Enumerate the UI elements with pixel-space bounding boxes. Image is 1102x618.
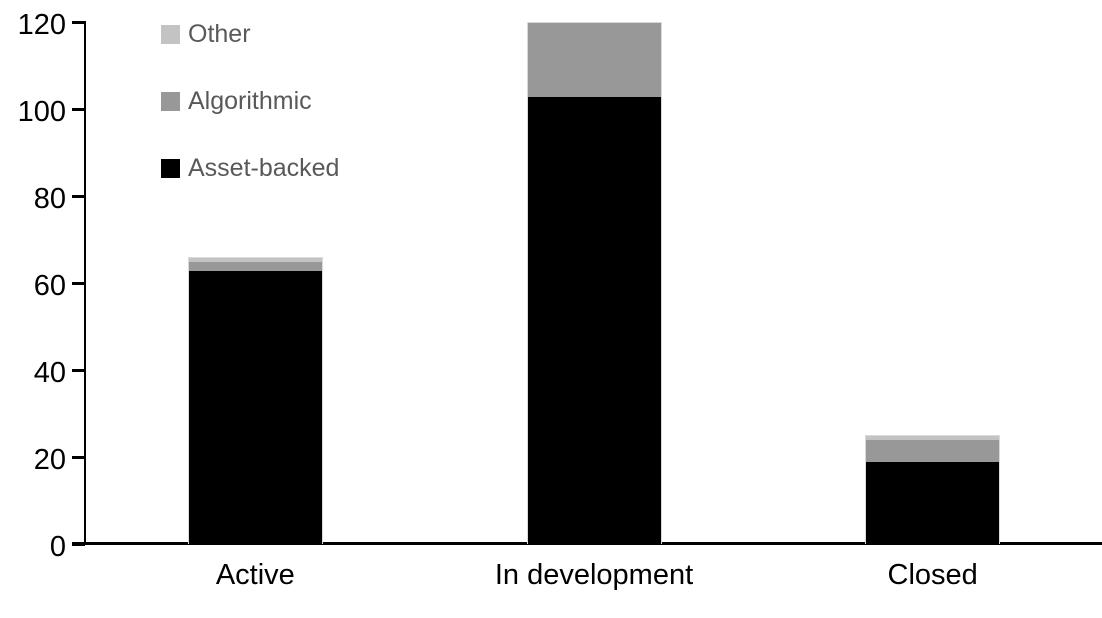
y-tick-80 xyxy=(72,194,85,198)
y-axis-line xyxy=(84,21,86,544)
bar-segment-closed-algorithmic xyxy=(866,440,1000,462)
bar-segment-active-asset-backed xyxy=(188,270,322,544)
legend-swatch-asset-backed xyxy=(161,159,180,178)
y-tick-label-100: 100 xyxy=(17,96,66,128)
y-tick-label-120: 120 xyxy=(17,9,66,41)
legend-label-algorithmic: Algorithmic xyxy=(188,87,312,115)
bar-segment-in-development-algorithmic xyxy=(527,23,661,97)
legend-label-other: Other xyxy=(188,20,251,48)
x-label-in-development: In development xyxy=(494,559,694,591)
bar-in-development xyxy=(526,22,662,544)
bar-segment-closed-asset-backed xyxy=(866,461,1000,544)
legend: Other Algorithmic Asset-backed xyxy=(161,20,339,221)
y-tick-label-20: 20 xyxy=(33,444,66,476)
bar-active xyxy=(187,257,323,544)
legend-swatch-other xyxy=(161,25,180,44)
bar-segment-active-algorithmic xyxy=(188,262,322,271)
bar-segment-closed-other xyxy=(866,436,1000,441)
y-tick-0 xyxy=(72,542,85,546)
x-label-closed: Closed xyxy=(887,559,978,591)
y-tick-60 xyxy=(72,281,85,285)
bar-segment-active-other xyxy=(188,258,322,263)
y-tick-label-40: 40 xyxy=(33,357,66,389)
y-tick-100 xyxy=(72,107,85,111)
y-tick-label-80: 80 xyxy=(33,183,66,215)
y-tick-label-0: 0 xyxy=(49,531,66,563)
legend-item-other: Other xyxy=(161,20,339,49)
bar-segment-in-development-asset-backed xyxy=(527,96,661,544)
y-tick-120 xyxy=(72,20,85,24)
legend-swatch-algorithmic xyxy=(161,92,180,111)
bar-closed xyxy=(865,435,1001,544)
y-tick-20 xyxy=(72,455,85,459)
y-tick-40 xyxy=(72,368,85,372)
y-tick-label-60: 60 xyxy=(33,270,66,302)
x-label-active: Active xyxy=(215,559,295,591)
legend-label-asset-backed: Asset-backed xyxy=(188,154,340,182)
legend-item-algorithmic: Algorithmic xyxy=(161,87,339,116)
legend-item-asset-backed: Asset-backed xyxy=(161,154,339,183)
